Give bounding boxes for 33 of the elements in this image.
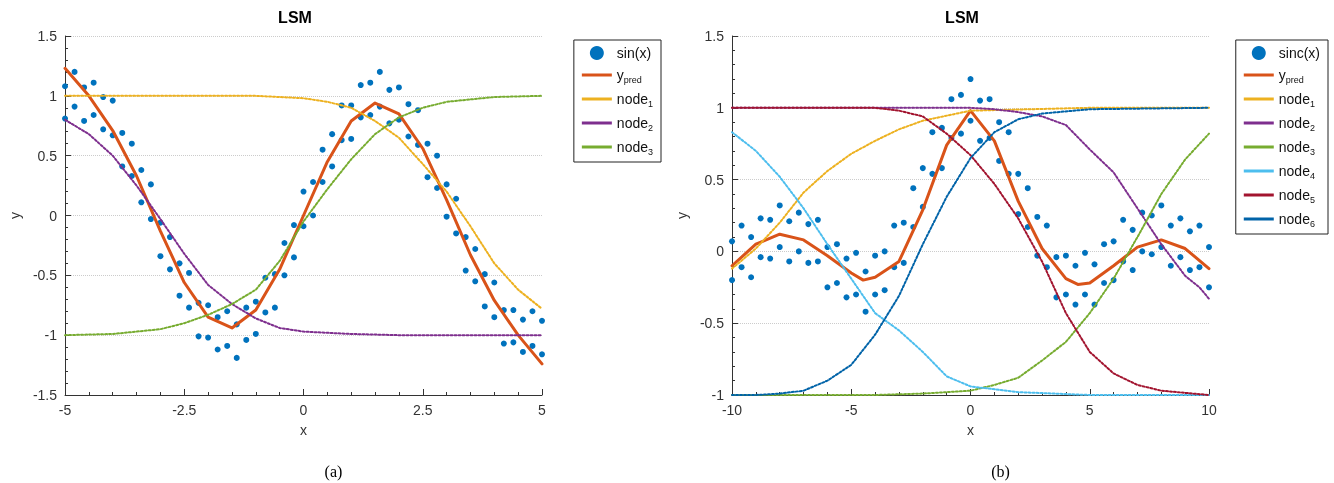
x-axis-title: x — [967, 422, 975, 438]
legend-label: sinc(x) — [1278, 45, 1321, 61]
x-tick-label: -5 — [845, 402, 858, 418]
y-tick-label: -0.5 — [699, 315, 725, 332]
y-axis-title: y — [7, 212, 23, 219]
x-tick-label: -5 — [58, 402, 72, 418]
text: (a) — [324, 462, 343, 481]
x-tick-label: 0 — [299, 402, 308, 418]
y-tick-label: -0.5 — [32, 267, 58, 284]
chart-title: LSM — [945, 8, 979, 26]
chart-title: LSM — [278, 8, 312, 26]
x-axis-title: x — [300, 422, 308, 438]
x-tick-label: 10 — [1201, 402, 1217, 418]
y-tick-label: 1.5 — [37, 28, 58, 44]
y-tick-label: 0 — [716, 243, 725, 260]
y-tick-label: -1 — [711, 387, 725, 403]
text: (b) — [991, 462, 1010, 481]
x-tick-label: 5 — [1085, 402, 1094, 418]
x-tick-label: -2.5 — [172, 402, 197, 418]
y-tick-label: 1 — [716, 99, 725, 116]
y-tick-label: 0.5 — [37, 147, 58, 164]
x-tick-label: -10 — [721, 402, 743, 418]
y-axis-title: y — [674, 212, 690, 219]
x-tick-label: 5 — [538, 402, 547, 418]
y-tick-label: 1 — [49, 87, 58, 104]
y-tick-label: 1.5 — [704, 28, 725, 44]
x-tick-label: 2.5 — [413, 402, 433, 418]
y-tick-label: 0 — [49, 207, 58, 224]
x-tick-label: 0 — [966, 402, 975, 418]
legend-label: sin(x) — [616, 45, 652, 61]
y-tick-label: -1 — [44, 327, 58, 344]
y-tick-label: 0.5 — [704, 171, 725, 188]
y-tick-label: -1.5 — [32, 387, 58, 403]
